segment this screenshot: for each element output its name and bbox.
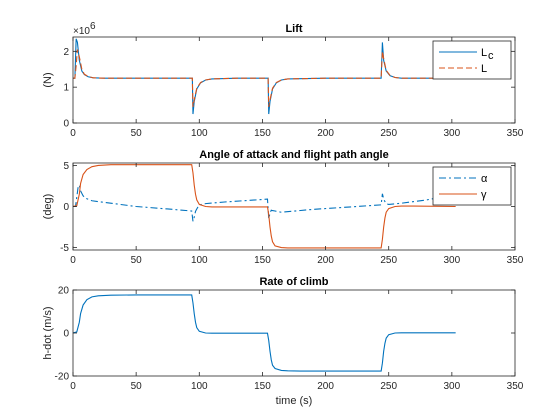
x-tick-label: 250 — [380, 255, 397, 266]
y-tick-label: 2 — [63, 47, 69, 58]
x-tick-label: 50 — [131, 381, 143, 392]
x-tick-label: 0 — [70, 128, 76, 139]
y-tick-label: 5 — [63, 161, 69, 172]
legend: αγ — [432, 166, 512, 206]
legend-label-2: L — [481, 63, 487, 75]
y-tick-label: 0 — [63, 119, 69, 130]
y-axis-label: h-dot (m/s) — [42, 306, 54, 359]
y-tick-label: 20 — [58, 286, 70, 297]
legend-label-sub-1: c — [488, 50, 494, 62]
y-tick-label: 0 — [63, 202, 69, 213]
x-tick-label: 300 — [444, 381, 461, 392]
x-tick-label: 150 — [254, 381, 271, 392]
y-tick-label: -20 — [55, 372, 70, 383]
legend-label-1: L — [481, 47, 487, 59]
legend-box — [432, 40, 512, 80]
x-tick-label: 200 — [317, 381, 334, 392]
y-axis-label: (deg) — [42, 194, 54, 220]
x-tick-label: 0 — [70, 255, 76, 266]
legend-label-2: γ — [481, 189, 487, 201]
x-tick-label: 50 — [131, 128, 143, 139]
axes-title: Lift — [285, 23, 302, 35]
x-tick-label: 100 — [191, 255, 208, 266]
x-axis-label: time (s) — [276, 395, 313, 407]
axis-exponent-label: ×10 — [73, 26, 90, 37]
axes-frame — [72, 36, 516, 124]
x-tick-label: 250 — [380, 381, 397, 392]
y-tick-label: 0 — [63, 329, 69, 340]
x-tick-label: 350 — [507, 255, 524, 266]
x-tick-label: 250 — [380, 128, 397, 139]
legend-label-1: α — [481, 173, 488, 185]
series-line-1 — [73, 294, 456, 372]
axes-title: Rate of climb — [259, 276, 328, 288]
x-tick-label: 150 — [254, 128, 271, 139]
legend-box — [432, 166, 512, 206]
x-tick-label: 350 — [507, 381, 524, 392]
y-tick-label: -5 — [60, 243, 69, 254]
x-tick-label: 200 — [317, 128, 334, 139]
x-tick-label: 100 — [191, 128, 208, 139]
x-tick-label: 150 — [254, 255, 271, 266]
x-tick-label: 50 — [131, 255, 143, 266]
series-line-2 — [73, 164, 456, 249]
x-tick-label: 200 — [317, 255, 334, 266]
x-tick-label: 0 — [70, 381, 76, 392]
axis-exponent-value: 6 — [90, 21, 96, 32]
x-tick-label: 350 — [507, 128, 524, 139]
axes-title: Angle of attack and flight path angle — [199, 149, 388, 161]
subplot-1: 0 50 100 150 200 250 300 350 0 1 2 Lift (N) ×10 6 L cL — [42, 21, 524, 139]
y-axis-label: (N) — [42, 72, 54, 87]
x-tick-label: 300 — [444, 128, 461, 139]
series-line-1 — [73, 183, 456, 222]
x-tick-label: 300 — [444, 255, 461, 266]
y-tick-label: 1 — [63, 83, 69, 94]
series-line-2 — [73, 49, 457, 107]
x-tick-label: 100 — [191, 381, 208, 392]
